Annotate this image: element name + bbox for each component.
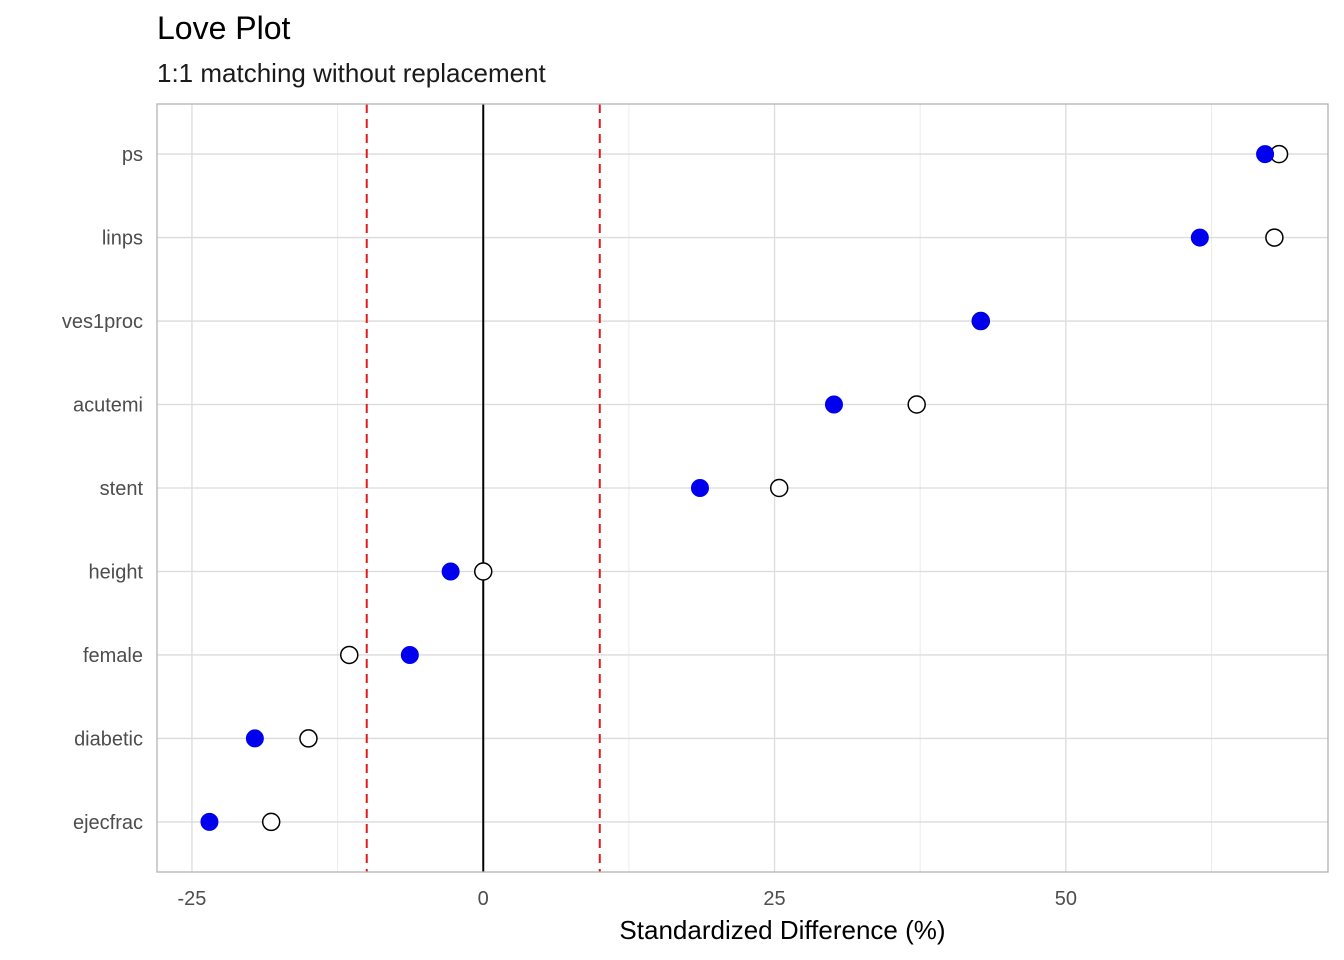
filled-point bbox=[824, 395, 843, 414]
filled-point bbox=[690, 479, 709, 497]
y-tick-label: acutemi bbox=[73, 395, 143, 417]
x-axis-label: Standardized Difference (%) bbox=[619, 915, 945, 945]
open-point bbox=[1265, 228, 1284, 247]
x-tick-label: -25 bbox=[178, 888, 207, 910]
y-tick-label: ves1proc bbox=[62, 311, 143, 333]
x-axis-tick-labels: -25 0 25 50 bbox=[178, 888, 1077, 910]
chart-title: Love Plot bbox=[157, 10, 291, 46]
y-tick-label: stent bbox=[100, 478, 144, 500]
y-tick-label: ps bbox=[122, 144, 143, 166]
open-point bbox=[340, 645, 359, 665]
data-points bbox=[200, 144, 1289, 832]
filled-point bbox=[971, 312, 990, 331]
open-point bbox=[261, 812, 281, 832]
open-point bbox=[907, 395, 926, 414]
filled-point bbox=[245, 729, 264, 748]
x-tick-label: 25 bbox=[763, 888, 785, 910]
y-tick-label: height bbox=[89, 561, 144, 583]
major-gridlines bbox=[157, 104, 1328, 872]
open-point bbox=[473, 562, 493, 581]
filled-point bbox=[400, 645, 419, 664]
y-tick-label: female bbox=[83, 645, 143, 667]
y-axis-tick-labels: ps linps ves1proc acutemi stent height female d… bbox=[62, 144, 144, 834]
chart-subtitle: 1:1 matching without replacement bbox=[157, 58, 546, 88]
filled-point bbox=[1256, 145, 1275, 164]
open-point bbox=[299, 729, 318, 748]
filled-point bbox=[441, 562, 460, 581]
reference-lines bbox=[365, 104, 601, 872]
x-tick-label: 50 bbox=[1055, 888, 1077, 910]
y-tick-label: linps bbox=[102, 228, 143, 250]
x-tick-label: 0 bbox=[478, 888, 489, 910]
y-tick-label: diabetic bbox=[74, 728, 143, 750]
plot-panel-border bbox=[156, 103, 1329, 873]
filled-point bbox=[200, 812, 219, 831]
y-tick-label: ejecfrac bbox=[73, 812, 143, 834]
open-point bbox=[769, 478, 789, 498]
filled-point bbox=[1190, 228, 1209, 247]
